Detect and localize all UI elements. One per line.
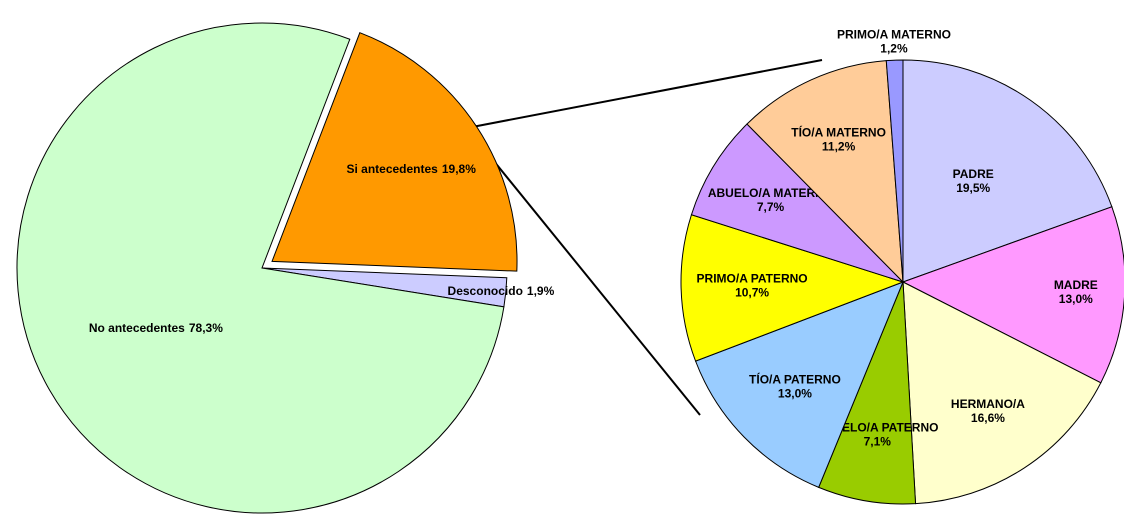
category-label: HERMANO/A bbox=[951, 397, 1025, 411]
slice-label: TÍO/A PATERNO 13,0% bbox=[749, 372, 841, 401]
pie-slice bbox=[902, 59, 1113, 283]
value-label: 13,0% bbox=[1059, 292, 1093, 306]
pie-slice bbox=[16, 22, 505, 514]
slice-label: HERMANO/A 16,6% bbox=[951, 397, 1025, 425]
category-label: ABUELO/A PATERNO bbox=[816, 420, 938, 434]
value-label: 78,3% bbox=[189, 321, 223, 335]
slice-label: ABUELO/A PATERNO 7,1% bbox=[816, 420, 938, 448]
value-label: 1,9% bbox=[527, 284, 555, 298]
slice-label: ABUELO/A MATERNO 7,7% bbox=[708, 186, 833, 214]
slice-label: PRIMO/A MATERNO 1,2% bbox=[837, 28, 951, 56]
category-label: PADRE bbox=[953, 167, 994, 181]
category-label: ABUELO/A MATERNO bbox=[708, 186, 833, 200]
pie-slice bbox=[690, 123, 904, 283]
pie-slice bbox=[885, 59, 904, 283]
value-label: 19,5% bbox=[956, 181, 990, 195]
slice-label: No antecedentes 78,3% bbox=[89, 321, 223, 335]
connector-line bbox=[466, 59, 823, 129]
category-label: PRIMO/A PATERNO bbox=[697, 271, 808, 285]
slice-label: TÍO/A MATERNO 11,2% bbox=[791, 125, 886, 154]
category-label: Si antecedentes bbox=[346, 162, 438, 176]
value-label: 1,2% bbox=[880, 42, 908, 56]
category-label: Desconocido bbox=[448, 284, 523, 298]
slice-label: PRIMO/A PATERNO 10,7% bbox=[697, 271, 808, 299]
category-label: MADRE bbox=[1054, 278, 1098, 292]
value-label: 7,1% bbox=[864, 434, 892, 448]
pie-slice bbox=[901, 206, 1124, 384]
value-label: 19,8% bbox=[442, 162, 476, 176]
value-label: 7,7% bbox=[757, 200, 785, 214]
pie-slice bbox=[680, 214, 905, 362]
category-label: TÍO/A MATERNO bbox=[791, 125, 886, 140]
value-label: 10,7% bbox=[735, 285, 769, 299]
slice-label: Desconocido 1,9% bbox=[448, 284, 555, 298]
category-label: No antecedentes bbox=[89, 321, 185, 335]
slice-label: Si antecedentes 19,8% bbox=[346, 162, 476, 176]
slice-label: PADRE 19,5% bbox=[953, 167, 994, 195]
slice-label: MADRE 13,0% bbox=[1054, 278, 1098, 306]
category-label: PRIMO/A MATERNO bbox=[837, 28, 951, 42]
pie-slice bbox=[902, 281, 1102, 505]
connector-line bbox=[466, 127, 701, 416]
pie-slice bbox=[746, 60, 904, 284]
value-label: 13,0% bbox=[778, 387, 812, 401]
category-label: TÍO/A PATERNO bbox=[749, 372, 841, 387]
value-label: 16,6% bbox=[971, 411, 1005, 425]
value-label: 11,2% bbox=[822, 140, 856, 154]
pie-slice bbox=[694, 281, 904, 489]
pie-slice bbox=[271, 32, 518, 272]
